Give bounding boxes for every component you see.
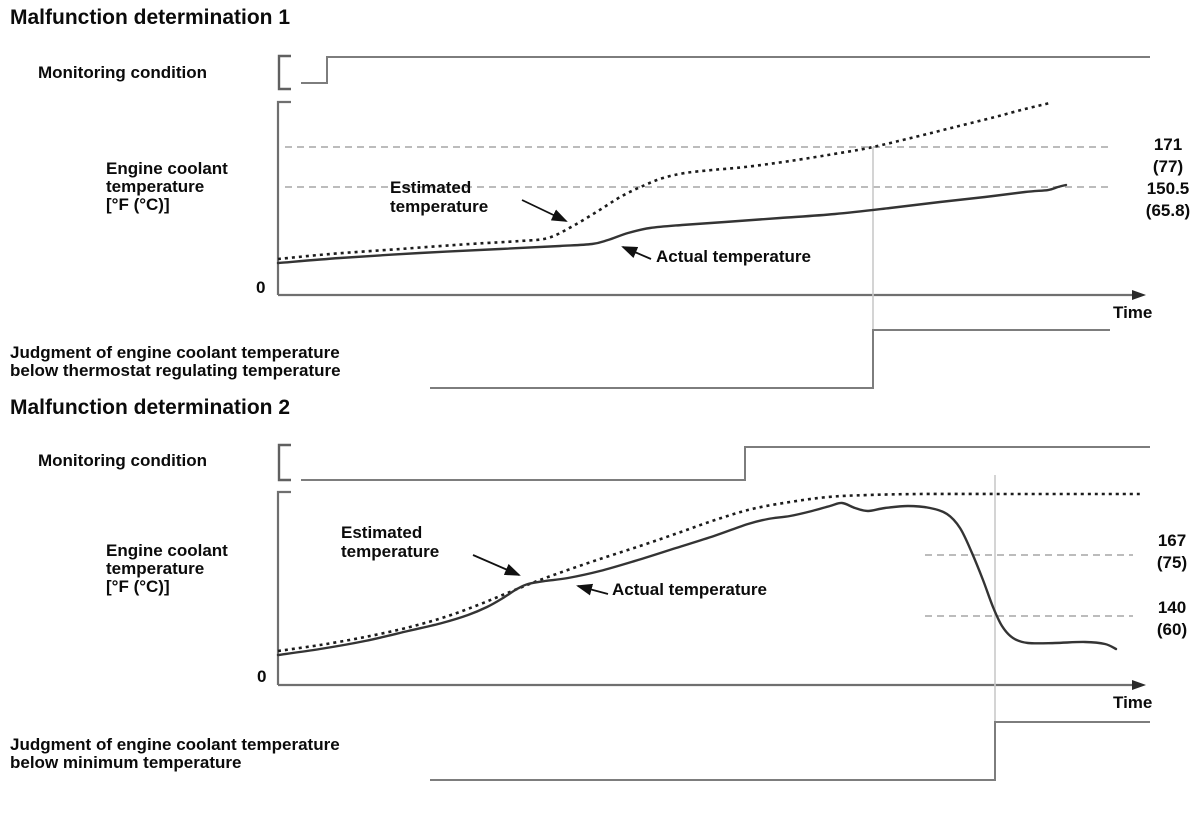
section1-title: Malfunction determination 1 [10,6,291,29]
section1-judgment-label: Judgment of engine coolant temperature b… [10,343,341,380]
section2-time-label: Time [1113,693,1153,712]
section1-temperature-y-axis [276,100,291,295]
threshold-celsius: (75) [1156,553,1188,572]
section2-actual-label: Actual temperature [612,580,767,599]
section1-actual-temperature-curve [276,183,1068,265]
section1-estimated-label: Estimated temperature [390,178,489,216]
section1-threshold-upper-label: 171 (77) [1136,134,1200,178]
section2-time-axis-arrowhead [1132,680,1146,690]
section2-judgment-label: Judgment of engine coolant temperature b… [10,735,340,772]
section2-zero-label: 0 [257,667,267,686]
section2-threshold-lower-label: 140 (60) [1140,597,1200,641]
threshold-celsius: (60) [1156,620,1188,639]
section2-monitoring-label: Monitoring condition [38,451,208,470]
section2-estimated-callout-arrow [472,554,521,576]
section1-threshold-lower-label: 150.5 (65.8) [1136,178,1200,222]
section1-monitoring-axis-bracket [277,54,291,91]
threshold-celsius: (65.8) [1145,201,1191,220]
threshold-fahrenheit: 167 [1157,531,1187,550]
section2-y-axis-label: Engine coolant temperature [°F (°C)] [106,541,228,596]
section2-estimated-label: Estimated temperature [341,523,440,561]
threshold-fahrenheit: 150.5 [1146,179,1190,198]
threshold-fahrenheit: 171 [1153,135,1183,154]
section2-temperature-y-axis [276,490,291,685]
section1-estimated-callout-arrow [521,199,568,222]
threshold-fahrenheit: 140 [1157,598,1187,617]
section1-actual-label: Actual temperature [656,247,811,266]
section1-judgment-signal [430,329,1110,389]
section1-actual-callout-arrow [621,246,652,260]
section2-monitoring-condition-signal [301,446,1150,481]
section2-judgment-signal [430,721,1150,781]
section1-time-label: Time [1113,303,1153,322]
section2-monitoring-axis-bracket [277,443,291,482]
section2-estimated-temperature-curve [277,492,1140,653]
section1-monitoring-label: Monitoring condition [38,63,208,82]
section2-title: Malfunction determination 2 [10,396,291,419]
section2-actual-callout-arrow [576,583,609,596]
threshold-celsius: (77) [1152,157,1184,176]
section1-zero-label: 0 [256,278,266,297]
section1-time-axis-arrowhead [1132,290,1146,300]
section1-y-axis-label: Engine coolant temperature [°F (°C)] [106,159,228,214]
section2-threshold-upper-label: 167 (75) [1140,530,1200,574]
section1-monitoring-condition-signal [301,56,1150,84]
section2-actual-temperature-curve [276,501,1118,657]
